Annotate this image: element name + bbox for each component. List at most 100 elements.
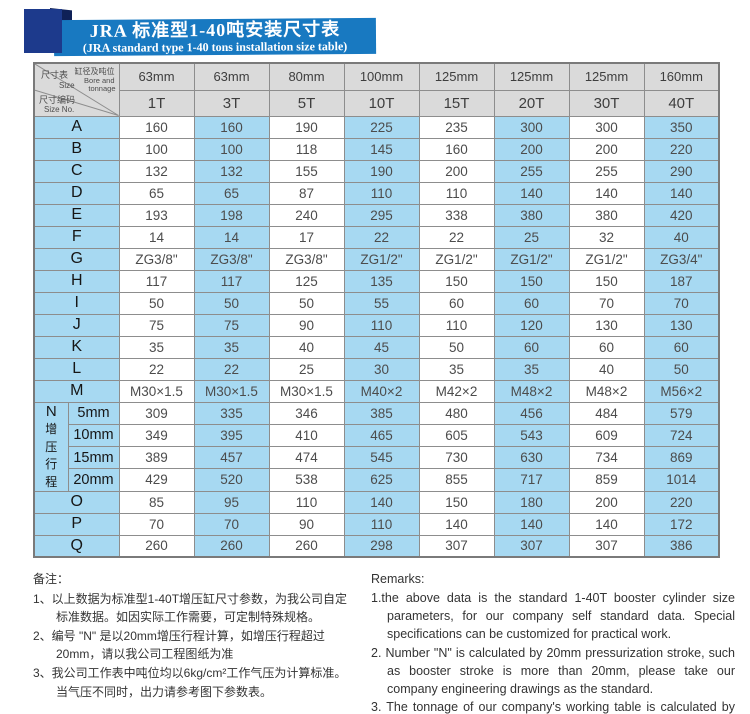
size-value-cell: 50 [268, 291, 345, 315]
size-value-cell: 50 [193, 291, 270, 315]
size-value-cell: 32 [568, 225, 645, 249]
size-value-cell: 730 [418, 445, 495, 470]
table-row: J 75 75 90 110 110 120 130 130 [33, 313, 720, 337]
n-stroke-char: 行 [45, 457, 58, 471]
stroke-sub-label: 5mm [67, 401, 120, 425]
size-value-cell: 60 [418, 291, 495, 315]
size-value-cell: 40 [268, 335, 345, 359]
size-value-cell: 869 [643, 445, 720, 470]
size-value-cell: 346 [268, 401, 345, 425]
size-value-cell: 410 [268, 423, 345, 448]
size-value-cell: 40 [568, 357, 645, 381]
bore-header-cell: 80mm [268, 62, 345, 91]
size-value-cell: 50 [418, 335, 495, 359]
size-value-cell: 70 [118, 512, 195, 536]
size-value-cell: 25 [268, 357, 345, 381]
row-label: L [33, 357, 120, 381]
size-value-cell: 1014 [643, 468, 720, 492]
table-row: K 35 35 40 45 50 60 60 60 [33, 335, 720, 359]
size-value-cell: 140 [643, 181, 720, 205]
size-value-cell: ZG3/8" [193, 247, 270, 271]
note-item-cn: 2、编号 "N" 是以20mm增压行程计算，如增压行程超过20mm，请以我公司工… [33, 628, 325, 662]
size-value-cell: M30×1.5 [268, 379, 345, 403]
size-value-cell: 100 [118, 137, 195, 161]
size-value-cell: 734 [568, 445, 645, 470]
stroke-sub-label: 20mm [67, 468, 120, 492]
table-row: 20mm 429 520 538 625 855 717 859 1014 [34, 468, 720, 492]
table-row: F 14 14 17 22 22 25 32 40 [33, 225, 720, 249]
table-row: G ZG3/8" ZG3/8" ZG3/8" ZG1/2" ZG1/2" ZG1/2" ZG1… [33, 247, 720, 271]
bore-header-cell: 63mm [193, 62, 270, 91]
table-row: L 22 22 25 30 35 35 40 50 [33, 357, 720, 381]
size-value-cell: 35 [118, 335, 195, 359]
size-value-cell: 140 [568, 181, 645, 205]
size-value-cell: 50 [118, 291, 195, 315]
size-value-cell: 395 [193, 423, 270, 448]
tonnage-header-cell: 1T [118, 89, 195, 117]
note-item-cn: 3、我公司工作表中吨位均以6kg/cm²工作气压为计算标准。当气压不同时，出力请… [33, 665, 347, 699]
corner-size-en: Size [59, 81, 75, 90]
size-value-cell: 22 [193, 357, 270, 381]
size-value-cell: 350 [643, 115, 720, 139]
row-label: B [33, 137, 120, 161]
size-value-cell: ZG1/2" [343, 247, 420, 271]
table-row: P 70 70 90 110 140 140 140 172 [33, 512, 720, 536]
page-subtitle: (JRA standard type 1-40 tons installatio… [82, 39, 348, 55]
size-value-cell: 385 [343, 401, 420, 425]
bore-header-cell: 63mm [118, 62, 195, 91]
size-value-cell: 140 [568, 512, 645, 536]
n-label: N [45, 402, 57, 420]
size-value-cell: ZG1/2" [493, 247, 570, 271]
size-value-cell: 110 [343, 512, 420, 536]
n-stroke-char: 压 [45, 439, 58, 454]
size-value-cell: 855 [418, 468, 495, 492]
size-value-cell: 135 [343, 269, 420, 293]
size-value-cell: 117 [193, 269, 270, 293]
size-value-cell: 255 [493, 159, 570, 183]
size-value-cell: 160 [193, 115, 270, 139]
table-row: H 117 117 125 135 150 150 150 187 [33, 269, 720, 293]
size-value-cell: 140 [418, 512, 495, 536]
size-value-cell: 100 [193, 137, 270, 161]
size-value-cell: 220 [643, 490, 720, 514]
size-value-cell: 190 [343, 159, 420, 183]
size-value-cell: 724 [643, 423, 720, 448]
size-value-cell: 543 [493, 423, 570, 448]
size-value-cell: 198 [193, 203, 270, 227]
size-value-cell: ZG3/4" [643, 247, 720, 271]
size-value-cell: M40×2 [343, 379, 420, 403]
size-value-cell: 25 [493, 225, 570, 249]
size-value-cell: 200 [493, 137, 570, 161]
size-value-cell: 180 [493, 490, 570, 514]
size-value-cell: 120 [493, 313, 570, 337]
tonnage-header-cell: 10T [343, 89, 420, 117]
size-value-cell: 193 [118, 203, 195, 227]
size-value-cell: 140 [493, 512, 570, 536]
bore-header-cell: 160mm [643, 62, 720, 91]
size-value-cell: 160 [418, 137, 495, 161]
size-value-cell: 130 [643, 313, 720, 337]
size-value-cell: 65 [193, 181, 270, 205]
size-value-cell: 17 [268, 225, 345, 249]
size-value-cell: 298 [343, 534, 420, 558]
size-value-cell: 45 [343, 335, 420, 359]
note-item-cn: 1、以上数据为标准型1-40T增压缸尺寸参数，为我公司自定标准数据。如因实际工作… [33, 591, 348, 625]
size-value-cell: 35 [193, 335, 270, 359]
size-value-cell: 125 [268, 269, 345, 293]
size-value-cell: 14 [193, 225, 270, 249]
table-row: I 50 50 50 55 60 60 70 70 [33, 291, 720, 315]
size-value-cell: ZG3/8" [118, 247, 195, 271]
bore-header-cell: 125mm [418, 62, 495, 91]
size-value-cell: 605 [418, 423, 495, 448]
size-value-cell: 338 [418, 203, 495, 227]
row-label: K [33, 335, 120, 359]
size-value-cell: 50 [643, 357, 720, 381]
size-value-cell: 140 [493, 181, 570, 205]
size-value-cell: 110 [418, 181, 495, 205]
size-value-cell: 132 [118, 159, 195, 183]
row-label: C [33, 159, 120, 183]
bore-header-cell: 125mm [568, 62, 645, 91]
size-value-cell: 95 [193, 490, 270, 514]
size-value-cell: 110 [343, 181, 420, 205]
